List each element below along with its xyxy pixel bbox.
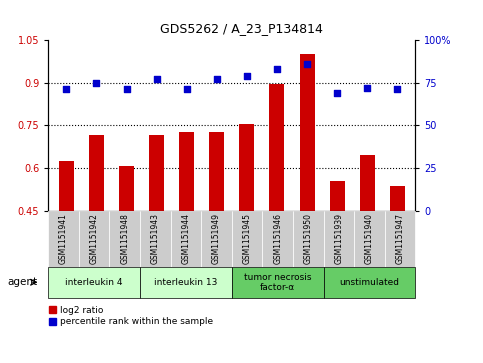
Text: GSM1151948: GSM1151948: [120, 213, 129, 264]
Text: interleukin 13: interleukin 13: [154, 278, 218, 287]
Text: GSM1151943: GSM1151943: [151, 213, 160, 264]
Bar: [270, 84, 284, 211]
Bar: [149, 135, 164, 211]
Bar: [329, 181, 345, 211]
Point: [93, 80, 100, 86]
Text: GSM1151941: GSM1151941: [59, 213, 68, 264]
Point: [333, 90, 341, 96]
Point: [303, 61, 311, 67]
Text: GDS5262 / A_23_P134814: GDS5262 / A_23_P134814: [160, 22, 323, 35]
Point: [62, 86, 70, 92]
Point: [213, 76, 221, 82]
Bar: [59, 161, 74, 211]
Bar: [119, 167, 134, 211]
Text: GSM1151946: GSM1151946: [273, 213, 282, 264]
Point: [363, 85, 371, 91]
Bar: [209, 132, 224, 211]
Point: [394, 86, 401, 92]
Text: GSM1151939: GSM1151939: [334, 213, 343, 264]
Bar: [89, 135, 104, 211]
Bar: [179, 132, 194, 211]
Bar: [240, 124, 255, 211]
Text: GSM1151945: GSM1151945: [242, 213, 252, 264]
Point: [273, 66, 281, 72]
Text: GSM1151942: GSM1151942: [90, 213, 99, 264]
Text: interleukin 4: interleukin 4: [65, 278, 123, 287]
Text: GSM1151950: GSM1151950: [304, 213, 313, 264]
Point: [123, 86, 130, 92]
Text: GSM1151944: GSM1151944: [182, 213, 190, 264]
Text: GSM1151949: GSM1151949: [212, 213, 221, 264]
Text: agent: agent: [7, 277, 37, 287]
Bar: [360, 155, 375, 211]
Bar: [299, 54, 314, 211]
Bar: [390, 186, 405, 211]
Legend: log2 ratio, percentile rank within the sample: log2 ratio, percentile rank within the s…: [49, 306, 213, 326]
Point: [183, 86, 191, 92]
Point: [243, 73, 251, 79]
Text: GSM1151940: GSM1151940: [365, 213, 374, 264]
Text: tumor necrosis
factor-α: tumor necrosis factor-α: [244, 273, 312, 292]
Point: [153, 76, 160, 82]
Text: unstimulated: unstimulated: [340, 278, 399, 287]
Text: GSM1151947: GSM1151947: [396, 213, 405, 264]
